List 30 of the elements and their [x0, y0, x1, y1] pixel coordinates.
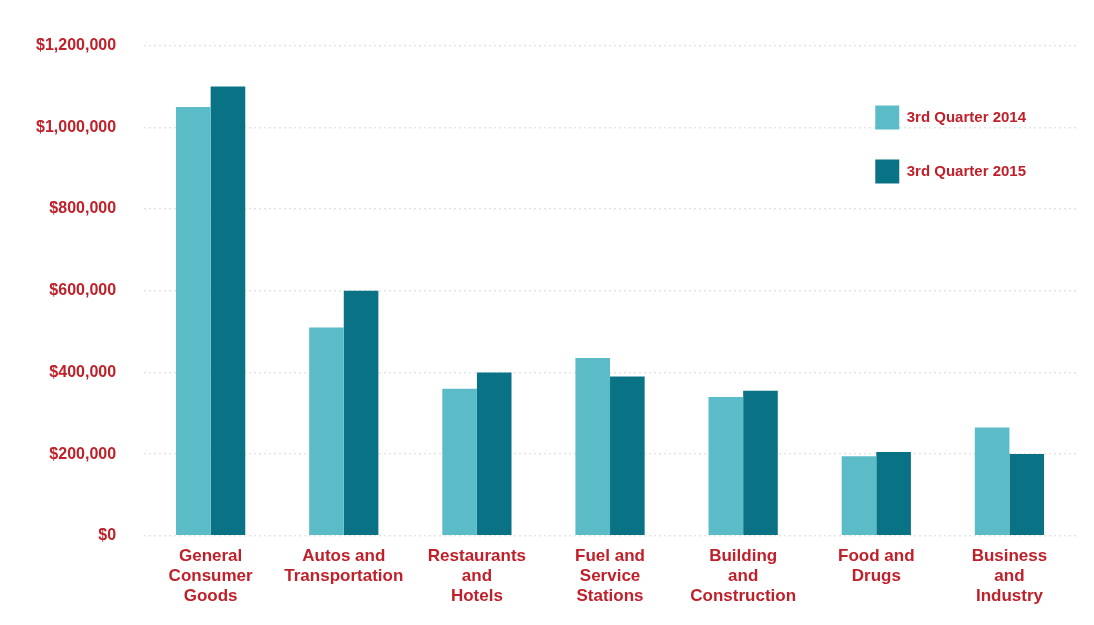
- y-tick-label: $600,000: [49, 281, 117, 299]
- bar: [1009, 454, 1045, 536]
- x-tick-label: Autos and Transportation: [284, 545, 404, 586]
- x-tick-label: Building and Construction: [690, 545, 797, 606]
- x-tick-label: General Consumer Goods: [168, 545, 254, 606]
- y-tick-label: $400,000: [49, 362, 117, 380]
- bar: [841, 456, 877, 536]
- y-tick-label: $1,200,000: [36, 36, 117, 54]
- y-tick-label: $1,000,000: [36, 117, 117, 135]
- bar: [708, 396, 744, 536]
- y-tick-label: $200,000: [49, 444, 117, 462]
- x-tick-label: Business and Industry: [971, 545, 1048, 606]
- y-tick-label: $0: [98, 526, 117, 544]
- legend-label: 3rd Quarter 2015: [906, 161, 1026, 179]
- bar: [476, 372, 512, 536]
- y-tick-label: $800,000: [49, 199, 117, 217]
- bar: [176, 106, 211, 536]
- bar: [343, 290, 379, 536]
- x-tick-label: Restaurants and Hotels: [427, 545, 527, 606]
- bar: [974, 427, 1010, 536]
- bar: [210, 86, 246, 536]
- bar: [743, 390, 778, 536]
- bar: [309, 327, 344, 536]
- legend-label: 3rd Quarter 2014: [906, 107, 1027, 125]
- bar: [575, 358, 611, 536]
- bar: [610, 376, 645, 536]
- x-tick-label: Fuel and Service Stations: [575, 545, 645, 606]
- bar: [876, 452, 911, 536]
- x-tick-label: Food and Drugs: [838, 545, 915, 586]
- bar: [442, 388, 477, 536]
